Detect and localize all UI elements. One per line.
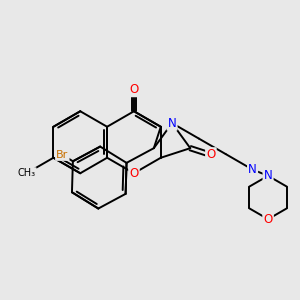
- Text: N: N: [248, 163, 257, 176]
- Text: O: O: [129, 167, 139, 180]
- Text: N: N: [168, 117, 176, 130]
- Text: O: O: [206, 148, 215, 161]
- Text: O: O: [129, 83, 139, 96]
- Text: O: O: [263, 213, 273, 226]
- Text: N: N: [264, 169, 272, 182]
- Text: CH₃: CH₃: [17, 168, 36, 178]
- Text: Br: Br: [56, 150, 68, 160]
